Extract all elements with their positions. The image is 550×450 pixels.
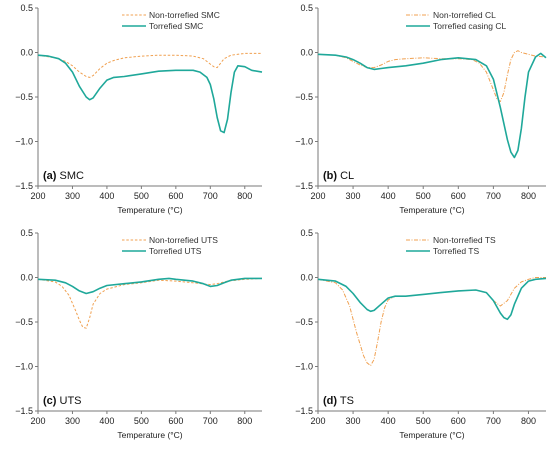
x-tick-label: 400 xyxy=(99,416,114,426)
series-line-non-torrefied xyxy=(37,277,263,329)
y-tick-label: 0.0 xyxy=(20,273,33,283)
x-tick-label: 600 xyxy=(168,416,183,426)
y-tick-label: −1.0 xyxy=(15,137,33,147)
panel-id: (b) xyxy=(323,170,337,182)
y-tick-label: 0.5 xyxy=(300,3,313,13)
panel-label: (d) TS xyxy=(323,395,354,407)
x-tick-label: 300 xyxy=(65,416,80,426)
x-tick-label: 200 xyxy=(30,416,45,426)
x-tick-label: 700 xyxy=(486,416,501,426)
x-tick-label: 200 xyxy=(30,191,45,201)
y-tick-label: −1.5 xyxy=(15,181,33,191)
x-tick-label: 700 xyxy=(486,191,501,201)
series-line-non-torrefied xyxy=(37,52,262,78)
panel-id: (c) xyxy=(43,395,57,407)
x-tick-label: 700 xyxy=(203,191,218,201)
legend-entry: Torrefied casing CL xyxy=(433,21,507,31)
panel-label: (b) CL xyxy=(323,170,354,182)
panel-id: (d) xyxy=(323,395,337,407)
x-tick-label: 800 xyxy=(237,191,252,201)
panel-name: CL xyxy=(340,170,354,182)
x-axis-label: Temperature (°C) xyxy=(399,205,464,215)
y-tick-label: −0.5 xyxy=(15,92,33,102)
series-line-torrefied xyxy=(37,277,262,295)
x-tick-label: 400 xyxy=(381,416,396,426)
panel-id: (a) xyxy=(43,170,57,182)
x-tick-label: 800 xyxy=(521,416,536,426)
y-tick-label: 0.0 xyxy=(20,48,33,58)
y-tick-label: −0.5 xyxy=(295,92,313,102)
panel-label: (c) UTS xyxy=(43,395,82,407)
x-tick-label: 400 xyxy=(99,191,114,201)
y-tick-label: −0.5 xyxy=(295,317,313,327)
x-tick-label: 300 xyxy=(346,191,361,201)
x-tick-label: 500 xyxy=(416,191,431,201)
y-tick-label: 0.5 xyxy=(20,228,33,238)
y-tick-label: 0.5 xyxy=(20,3,33,13)
panel-name: UTS xyxy=(60,395,82,407)
legend-entry: Torrefied UTS xyxy=(149,246,202,256)
x-tick-label: 200 xyxy=(310,191,325,201)
y-tick-label: −1.5 xyxy=(295,406,313,416)
series-line-non-torrefied xyxy=(317,50,547,102)
x-tick-label: 500 xyxy=(416,416,431,426)
x-tick-label: 800 xyxy=(237,416,252,426)
y-tick-label: −1.5 xyxy=(295,181,313,191)
series-line-non-torrefied xyxy=(317,277,546,367)
y-tick-label: −1.0 xyxy=(295,362,313,372)
x-tick-label: 700 xyxy=(203,416,218,426)
panel-label: (a) SMC xyxy=(43,170,84,182)
y-tick-label: 0.0 xyxy=(300,273,313,283)
x-axis-label: Temperature (°C) xyxy=(399,430,464,440)
x-tick-label: 600 xyxy=(451,416,466,426)
x-tick-label: 500 xyxy=(134,416,149,426)
legend-entry: Non-torrefied UTS xyxy=(149,235,218,245)
x-tick-label: 800 xyxy=(521,191,536,201)
legend-entry: Torrefied TS xyxy=(433,246,479,256)
y-tick-label: 0.5 xyxy=(300,228,313,238)
panel-name: TS xyxy=(340,395,354,407)
legend-entry: Non-torrefied CL xyxy=(433,10,496,20)
legend-entry: Torrefied SMC xyxy=(149,21,203,31)
y-tick-label: −0.5 xyxy=(15,317,33,327)
y-tick-label: −1.0 xyxy=(295,137,313,147)
x-tick-label: 300 xyxy=(346,416,361,426)
y-tick-label: −1.5 xyxy=(15,406,33,416)
x-tick-label: 200 xyxy=(310,416,325,426)
y-tick-label: 0.0 xyxy=(300,48,313,58)
panel-name: SMC xyxy=(60,170,85,182)
x-tick-label: 300 xyxy=(65,191,80,201)
series-line-torrefied xyxy=(317,277,547,321)
x-axis-label: Temperature (°C) xyxy=(117,205,182,215)
y-tick-label: −1.0 xyxy=(15,362,33,372)
x-tick-label: 400 xyxy=(381,191,396,201)
series-line-torrefied xyxy=(317,52,547,159)
legend-entry: Non-torrefied TS xyxy=(433,235,496,245)
series-line-torrefied xyxy=(37,54,263,134)
legend-entry: Non-torrefied SMC xyxy=(149,10,220,20)
x-tick-label: 600 xyxy=(168,191,183,201)
x-axis-label: Temperature (°C) xyxy=(117,430,182,440)
x-tick-label: 500 xyxy=(134,191,149,201)
x-tick-label: 600 xyxy=(451,191,466,201)
